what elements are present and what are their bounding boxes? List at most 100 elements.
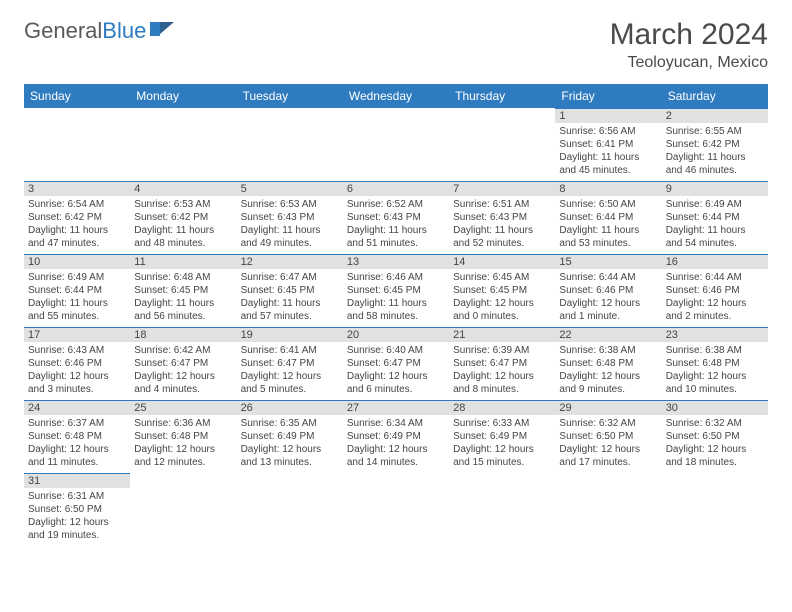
- day-details: Sunrise: 6:35 AMSunset: 6:49 PMDaylight:…: [237, 415, 343, 473]
- calendar-cell: 11Sunrise: 6:48 AMSunset: 6:45 PMDayligh…: [130, 254, 236, 327]
- sunset-text: Sunset: 6:46 PM: [559, 284, 657, 297]
- calendar-cell: [449, 473, 555, 547]
- day-details: Sunrise: 6:54 AMSunset: 6:42 PMDaylight:…: [24, 196, 130, 254]
- day-number: 21: [449, 327, 555, 342]
- day-header: Thursday: [449, 84, 555, 108]
- day-number: 11: [130, 254, 236, 269]
- daylight-text: Daylight: 11 hours and 53 minutes.: [559, 224, 657, 250]
- sunset-text: Sunset: 6:43 PM: [347, 211, 445, 224]
- day-details: Sunrise: 6:32 AMSunset: 6:50 PMDaylight:…: [555, 415, 661, 473]
- sunrise-text: Sunrise: 6:37 AM: [28, 417, 126, 430]
- calendar-week-row: 1Sunrise: 6:56 AMSunset: 6:41 PMDaylight…: [24, 108, 768, 181]
- daylight-text: Daylight: 11 hours and 46 minutes.: [666, 151, 764, 177]
- calendar-cell: [449, 108, 555, 181]
- calendar-cell: 12Sunrise: 6:47 AMSunset: 6:45 PMDayligh…: [237, 254, 343, 327]
- day-number: 15: [555, 254, 661, 269]
- calendar-cell: 13Sunrise: 6:46 AMSunset: 6:45 PMDayligh…: [343, 254, 449, 327]
- page-container: GeneralBlue March 2024 Teoloyucan, Mexic…: [0, 0, 792, 565]
- daylight-text: Daylight: 12 hours and 3 minutes.: [28, 370, 126, 396]
- sunrise-text: Sunrise: 6:32 AM: [666, 417, 764, 430]
- daylight-text: Daylight: 11 hours and 45 minutes.: [559, 151, 657, 177]
- calendar-cell: 8Sunrise: 6:50 AMSunset: 6:44 PMDaylight…: [555, 181, 661, 254]
- calendar-table: SundayMondayTuesdayWednesdayThursdayFrid…: [24, 84, 768, 547]
- daylight-text: Daylight: 11 hours and 55 minutes.: [28, 297, 126, 323]
- calendar-cell: 26Sunrise: 6:35 AMSunset: 6:49 PMDayligh…: [237, 400, 343, 473]
- sunset-text: Sunset: 6:45 PM: [134, 284, 232, 297]
- sunset-text: Sunset: 6:45 PM: [347, 284, 445, 297]
- calendar-cell: 9Sunrise: 6:49 AMSunset: 6:44 PMDaylight…: [662, 181, 768, 254]
- calendar-cell: [130, 108, 236, 181]
- daylight-text: Daylight: 12 hours and 17 minutes.: [559, 443, 657, 469]
- sunrise-text: Sunrise: 6:49 AM: [28, 271, 126, 284]
- daylight-text: Daylight: 11 hours and 51 minutes.: [347, 224, 445, 250]
- calendar-body: 1Sunrise: 6:56 AMSunset: 6:41 PMDaylight…: [24, 108, 768, 547]
- day-details: Sunrise: 6:53 AMSunset: 6:43 PMDaylight:…: [237, 196, 343, 254]
- sunset-text: Sunset: 6:47 PM: [453, 357, 551, 370]
- day-details: Sunrise: 6:48 AMSunset: 6:45 PMDaylight:…: [130, 269, 236, 327]
- day-details: Sunrise: 6:43 AMSunset: 6:46 PMDaylight:…: [24, 342, 130, 400]
- sunset-text: Sunset: 6:46 PM: [28, 357, 126, 370]
- sunset-text: Sunset: 6:47 PM: [241, 357, 339, 370]
- flag-icon: [150, 18, 176, 44]
- daylight-text: Daylight: 12 hours and 13 minutes.: [241, 443, 339, 469]
- day-number: 13: [343, 254, 449, 269]
- day-details: Sunrise: 6:46 AMSunset: 6:45 PMDaylight:…: [343, 269, 449, 327]
- sunset-text: Sunset: 6:44 PM: [666, 211, 764, 224]
- daylight-text: Daylight: 12 hours and 2 minutes.: [666, 297, 764, 323]
- daylight-text: Daylight: 12 hours and 11 minutes.: [28, 443, 126, 469]
- sunrise-text: Sunrise: 6:38 AM: [666, 344, 764, 357]
- daylight-text: Daylight: 12 hours and 5 minutes.: [241, 370, 339, 396]
- sunrise-text: Sunrise: 6:55 AM: [666, 125, 764, 138]
- calendar-cell: [662, 473, 768, 547]
- day-number: 20: [343, 327, 449, 342]
- daylight-text: Daylight: 12 hours and 12 minutes.: [134, 443, 232, 469]
- logo-text-general: General: [24, 18, 102, 44]
- day-details: Sunrise: 6:45 AMSunset: 6:45 PMDaylight:…: [449, 269, 555, 327]
- day-details: Sunrise: 6:49 AMSunset: 6:44 PMDaylight:…: [662, 196, 768, 254]
- day-details: Sunrise: 6:47 AMSunset: 6:45 PMDaylight:…: [237, 269, 343, 327]
- calendar-week-row: 10Sunrise: 6:49 AMSunset: 6:44 PMDayligh…: [24, 254, 768, 327]
- calendar-cell: 14Sunrise: 6:45 AMSunset: 6:45 PMDayligh…: [449, 254, 555, 327]
- day-number: 1: [555, 108, 661, 123]
- day-number: 14: [449, 254, 555, 269]
- sunrise-text: Sunrise: 6:52 AM: [347, 198, 445, 211]
- sunrise-text: Sunrise: 6:54 AM: [28, 198, 126, 211]
- calendar-cell: 30Sunrise: 6:32 AMSunset: 6:50 PMDayligh…: [662, 400, 768, 473]
- day-details: Sunrise: 6:33 AMSunset: 6:49 PMDaylight:…: [449, 415, 555, 473]
- calendar-cell: 27Sunrise: 6:34 AMSunset: 6:49 PMDayligh…: [343, 400, 449, 473]
- title-month: March 2024: [610, 18, 768, 52]
- sunrise-text: Sunrise: 6:35 AM: [241, 417, 339, 430]
- sunrise-text: Sunrise: 6:53 AM: [134, 198, 232, 211]
- day-number: 6: [343, 181, 449, 196]
- empty-day: [24, 108, 130, 122]
- sunrise-text: Sunrise: 6:42 AM: [134, 344, 232, 357]
- calendar-cell: 21Sunrise: 6:39 AMSunset: 6:47 PMDayligh…: [449, 327, 555, 400]
- day-number: 3: [24, 181, 130, 196]
- day-number: 26: [237, 400, 343, 415]
- daylight-text: Daylight: 11 hours and 52 minutes.: [453, 224, 551, 250]
- sunrise-text: Sunrise: 6:44 AM: [559, 271, 657, 284]
- day-number: 9: [662, 181, 768, 196]
- sunset-text: Sunset: 6:43 PM: [241, 211, 339, 224]
- calendar-cell: [237, 108, 343, 181]
- sunrise-text: Sunrise: 6:33 AM: [453, 417, 551, 430]
- logo-text-blue: Blue: [102, 18, 146, 44]
- calendar-cell: [237, 473, 343, 547]
- day-header: Tuesday: [237, 84, 343, 108]
- daylight-text: Daylight: 12 hours and 4 minutes.: [134, 370, 232, 396]
- calendar-cell: 19Sunrise: 6:41 AMSunset: 6:47 PMDayligh…: [237, 327, 343, 400]
- daylight-text: Daylight: 12 hours and 15 minutes.: [453, 443, 551, 469]
- day-number: 22: [555, 327, 661, 342]
- calendar-week-row: 3Sunrise: 6:54 AMSunset: 6:42 PMDaylight…: [24, 181, 768, 254]
- logo: GeneralBlue: [24, 18, 176, 44]
- empty-day: [237, 108, 343, 122]
- calendar-cell: 23Sunrise: 6:38 AMSunset: 6:48 PMDayligh…: [662, 327, 768, 400]
- day-details: Sunrise: 6:42 AMSunset: 6:47 PMDaylight:…: [130, 342, 236, 400]
- calendar-cell: 25Sunrise: 6:36 AMSunset: 6:48 PMDayligh…: [130, 400, 236, 473]
- calendar-cell: 2Sunrise: 6:55 AMSunset: 6:42 PMDaylight…: [662, 108, 768, 181]
- day-number: 17: [24, 327, 130, 342]
- calendar-cell: 31Sunrise: 6:31 AMSunset: 6:50 PMDayligh…: [24, 473, 130, 547]
- day-details: Sunrise: 6:51 AMSunset: 6:43 PMDaylight:…: [449, 196, 555, 254]
- day-number: 18: [130, 327, 236, 342]
- sunset-text: Sunset: 6:48 PM: [134, 430, 232, 443]
